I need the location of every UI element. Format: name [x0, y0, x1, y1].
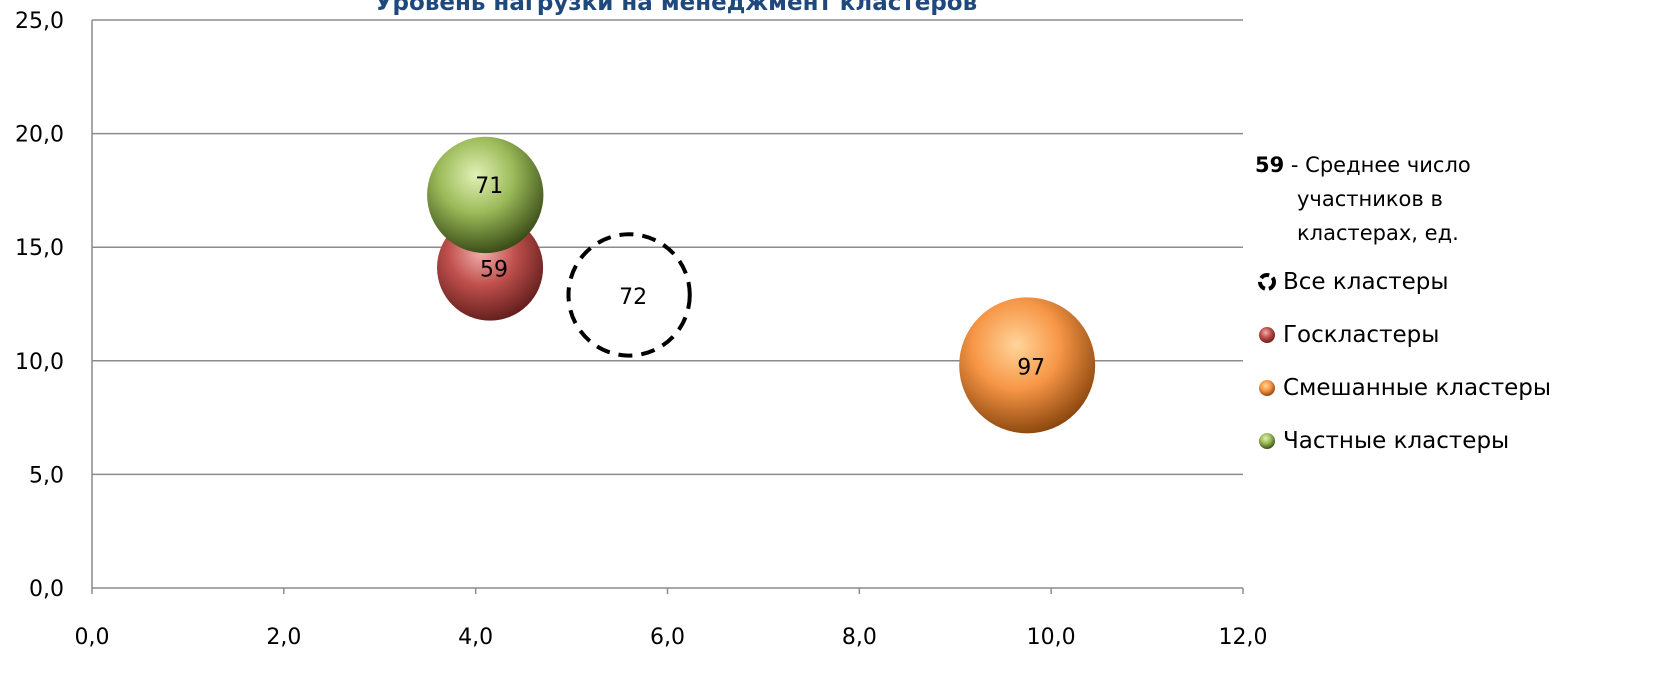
x-tick-label: 10,0: [1027, 625, 1076, 650]
x-tick-label: 6,0: [650, 625, 685, 650]
legend-item: Частные кластеры: [1255, 423, 1655, 459]
sphere-icon: [1255, 376, 1279, 400]
legend-item-label: Смешанные кластеры: [1283, 375, 1551, 401]
legend-item: Госкластеры: [1255, 317, 1655, 353]
y-tick-label: 10,0: [15, 350, 64, 375]
y-tick-label: 25,0: [15, 9, 64, 34]
y-tick-label: 20,0: [15, 123, 64, 148]
chart-title: Уровень нагрузки на менеджмент кластеров: [375, 0, 977, 16]
bubble-data-label: 97: [1017, 355, 1045, 380]
legend-note: 59 - Среднее число участников в кластера…: [1255, 148, 1655, 250]
legend-note-text-3: кластерах, ед.: [1255, 216, 1655, 250]
sphere-icon: [1255, 323, 1279, 347]
y-tick-label: 0,0: [29, 577, 64, 602]
x-tick-label: 2,0: [266, 625, 301, 650]
bubble-data-label: 59: [480, 258, 508, 283]
x-tick-label: 8,0: [842, 625, 877, 650]
legend-note-number: 59: [1255, 153, 1284, 177]
legend-note-text-2: участников в: [1255, 182, 1655, 216]
chart-legend: 59 - Среднее число участников в кластера…: [1255, 148, 1655, 476]
legend-item: Смешанные кластеры: [1255, 370, 1655, 406]
legend-item-label: Все кластеры: [1283, 269, 1449, 295]
legend-item-label: Госкластеры: [1283, 322, 1439, 348]
legend-item: Все кластеры: [1255, 264, 1655, 300]
legend-item-label: Частные кластеры: [1283, 428, 1509, 454]
x-tick-label: 0,0: [75, 625, 110, 650]
x-tick-label: 12,0: [1219, 625, 1268, 650]
y-tick-label: 5,0: [29, 463, 64, 488]
x-tick-label: 4,0: [458, 625, 493, 650]
bubble-data-label: 71: [475, 174, 503, 199]
y-tick-label: 15,0: [15, 236, 64, 261]
bubble-data-label: 72: [619, 285, 647, 310]
legend-note-text-1: - Среднее число: [1284, 153, 1470, 177]
sphere-icon: [1255, 429, 1279, 453]
dashed-circle-icon: [1255, 270, 1279, 294]
